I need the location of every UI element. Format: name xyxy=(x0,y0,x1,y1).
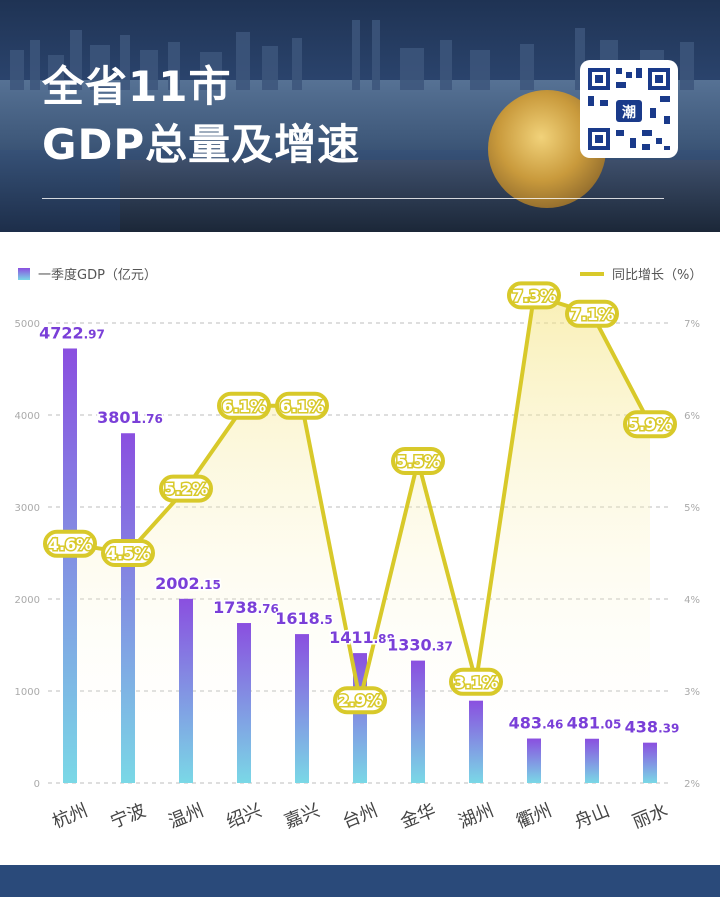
bar-杭州 xyxy=(63,348,77,783)
growth-area-fill xyxy=(70,295,650,783)
y-left-tick-label: 4000 xyxy=(15,411,40,422)
bar-嘉兴 xyxy=(295,634,309,783)
legend-line-label: 同比增长（%） xyxy=(612,268,702,283)
growth-label-bubble xyxy=(217,391,271,420)
title-underline xyxy=(42,198,664,199)
x-axis-label: 衢州 xyxy=(514,800,555,833)
growth-label-bubble xyxy=(159,474,213,503)
qr-center-char: 潮 xyxy=(622,104,636,121)
growth-label-bubble xyxy=(391,447,445,475)
header-plaza xyxy=(120,160,720,232)
growth-label-bubble xyxy=(275,391,329,420)
y-right-tick-label: 2% xyxy=(684,779,700,790)
bar-value-label: 1738.76 xyxy=(213,598,279,617)
footer-bar xyxy=(0,865,720,897)
x-axis-label: 宁波 xyxy=(108,800,149,833)
y-right-tick-label: 3% xyxy=(684,687,700,698)
y-right-tick-label: 6% xyxy=(684,411,700,422)
bar-宁波 xyxy=(121,433,135,783)
y-right-tick-label: 5% xyxy=(684,503,700,514)
bar-value-label: 1618.5 xyxy=(275,609,332,628)
chart-area: 一季度GDP（亿元） 同比增长（%） 0 1000 2000 3000 4000 5000… xyxy=(0,232,720,865)
growth-value-label: 7.3% xyxy=(512,286,556,305)
growth-value-label: 6.1% xyxy=(280,397,324,416)
bar-金华 xyxy=(411,660,425,783)
qr-code-icon[interactable]: 潮 xyxy=(580,60,678,158)
growth-value-label: 7.1% xyxy=(570,305,614,324)
bar-value-label: 1411.88 xyxy=(329,628,395,647)
bar-舟山 xyxy=(585,738,599,783)
y-left-tick-label: 2000 xyxy=(15,595,40,606)
bar-value-label: 483.46 xyxy=(509,714,564,733)
gdp-chart: 一季度GDP（亿元） 同比增长（%） 0 1000 2000 3000 4000 5000… xyxy=(15,267,703,833)
title-line-1: 全省11市 xyxy=(42,62,232,111)
bar-衢州 xyxy=(527,738,541,783)
y-right-tick-label: 4% xyxy=(684,595,700,606)
growth-label-bubble xyxy=(623,410,677,439)
legend-bar-label: 一季度GDP（亿元） xyxy=(38,267,157,283)
growth-value-label: 5.9% xyxy=(628,415,672,434)
growth-value-label: 6.1% xyxy=(222,397,266,416)
x-axis-label: 嘉兴 xyxy=(282,800,323,833)
y-left-tick-label: 1000 xyxy=(15,687,40,698)
bar-value-label: 2002.15 xyxy=(155,574,221,593)
y-left-tick-label: 5000 xyxy=(15,319,40,330)
page-title: 全省11市 GDP总量及增速 xyxy=(42,58,360,174)
chart-legend: 一季度GDP（亿元） 同比增长（%） xyxy=(18,267,702,283)
growth-value-label: 5.2% xyxy=(164,480,208,499)
bar-value-label: 4722.97 xyxy=(39,323,105,342)
bar-value-label: 481.05 xyxy=(567,714,622,733)
x-axis-label: 丽水 xyxy=(630,800,671,833)
bar-value-label: 438.39 xyxy=(625,718,680,737)
bar-丽水 xyxy=(643,742,657,783)
y-right-tick-label: 7% xyxy=(684,319,700,330)
growth-label-bubble xyxy=(449,667,503,696)
city-skyline xyxy=(10,20,694,90)
x-axis-label: 温州 xyxy=(166,800,207,833)
growth-value-label: 3.1% xyxy=(454,673,498,692)
growth-value-label: 4.6% xyxy=(48,535,92,554)
growth-label-bubble xyxy=(565,299,619,328)
growth-label-bubble xyxy=(507,281,561,310)
growth-label-bubble xyxy=(333,686,387,715)
legend-bar-swatch xyxy=(18,268,30,280)
growth-value-label: 2.9% xyxy=(338,691,382,710)
growth-value-label: 5.5% xyxy=(396,452,440,471)
y-left-tick-label: 3000 xyxy=(15,503,40,514)
x-axis-label: 舟山 xyxy=(572,800,613,833)
x-axis-label: 台州 xyxy=(340,800,381,833)
bar-绍兴 xyxy=(237,623,251,783)
growth-value-label: 4.5% xyxy=(106,544,150,563)
bar-湖州 xyxy=(469,700,483,783)
x-axis-label: 绍兴 xyxy=(224,800,265,833)
bar-value-label: 3801.76 xyxy=(97,408,163,427)
title-line-2: GDP总量及增速 xyxy=(42,120,361,169)
bar-value-label: 1330.37 xyxy=(387,636,453,655)
y-left-tick-label: 0 xyxy=(34,779,40,790)
x-axis-label: 湖州 xyxy=(456,800,497,833)
growth-label-bubble xyxy=(101,539,155,567)
growth-label-bubble xyxy=(43,529,97,558)
header-banner: 全省11市 GDP总量及增速 潮 xyxy=(0,0,720,232)
bar-温州 xyxy=(179,598,193,783)
x-axis-label: 杭州 xyxy=(50,800,91,833)
x-axis-label: 金华 xyxy=(398,800,439,833)
